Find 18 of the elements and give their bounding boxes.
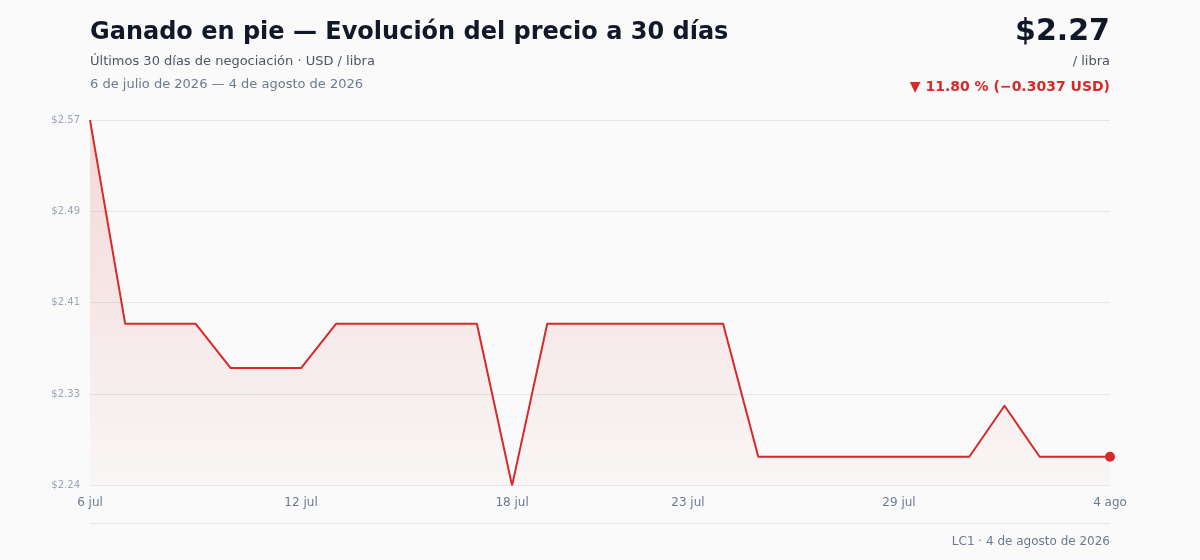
- x-tick-label: 29 jul: [882, 494, 916, 509]
- x-tick-label: 12 jul: [284, 494, 318, 509]
- y-tick-label: $2.57: [51, 113, 80, 125]
- text: $2.27: [1015, 12, 1110, 47]
- text: / libra: [1072, 53, 1110, 68]
- chart-subtitle: Últimos 30 días de negociación · USD / libra: [90, 53, 375, 68]
- y-tick-label: $2.41: [51, 296, 80, 308]
- text: 6 de julio de 2026 — 4 de agosto de 2026: [90, 76, 364, 91]
- chart-title: Ganado en pie — Evolución del precio a 30 días: [90, 17, 729, 45]
- x-tick-label: 4 ago: [1093, 494, 1127, 509]
- text: ▼ 11.80 % (−0.3037 USD): [909, 78, 1110, 94]
- y-tick-label: $2.24: [51, 479, 80, 491]
- x-tick-label: 23 jul: [671, 494, 705, 509]
- text: LC1 · 4 de agosto de 2026: [951, 534, 1110, 548]
- x-tick-label: 6 jul: [77, 494, 103, 509]
- y-tick-label: $2.49: [51, 204, 80, 216]
- x-tick-label: 18 jul: [495, 494, 529, 509]
- y-tick-label: $2.33: [51, 387, 80, 399]
